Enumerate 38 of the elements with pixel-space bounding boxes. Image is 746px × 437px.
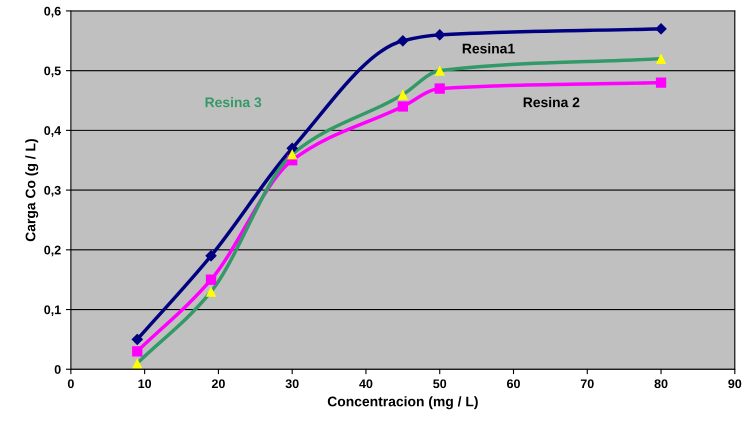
y-tick-label: 0,4	[44, 126, 62, 137]
point	[206, 274, 216, 285]
y-tick-label: 0	[54, 365, 61, 374]
point	[434, 83, 445, 94]
point	[132, 346, 142, 356]
x-tick-label: 50	[433, 379, 446, 388]
point	[656, 77, 666, 88]
y-tick-label: 0,1	[44, 305, 61, 316]
series-label: Resina 2	[524, 97, 580, 108]
point	[398, 89, 408, 100]
x-tick-label: 90	[728, 379, 742, 388]
point	[434, 29, 446, 41]
point	[131, 334, 144, 346]
point	[434, 66, 445, 76]
series-label: Resina1	[462, 43, 515, 54]
x-tick-label: 40	[359, 379, 372, 388]
y-tick-label: 0,3	[44, 186, 61, 197]
y-axis-title: Carga Co (g / L)	[25, 139, 38, 242]
point	[205, 250, 217, 262]
point	[398, 101, 408, 112]
y-tick-label: 0,6	[44, 6, 61, 18]
y-tick-label: 0,2	[44, 246, 61, 256]
x-tick-label: 70	[580, 379, 594, 388]
x-tick-label: 30	[286, 379, 299, 388]
point	[656, 54, 666, 64]
x-tick-label: 80	[654, 379, 668, 388]
text: Resina 3	[206, 97, 262, 108]
y-tick-label: 0,5	[44, 66, 61, 78]
point	[655, 23, 667, 35]
x-tick-label: 60	[507, 379, 520, 388]
x-tick-label: 10	[138, 379, 152, 388]
x-tick-label: 0	[68, 379, 74, 388]
x-tick-label: 20	[212, 379, 225, 388]
point	[132, 358, 142, 368]
point	[287, 149, 298, 160]
x-axis-title: Concentracion (mg / L)	[328, 396, 478, 410]
point	[397, 34, 409, 47]
point	[206, 286, 216, 297]
